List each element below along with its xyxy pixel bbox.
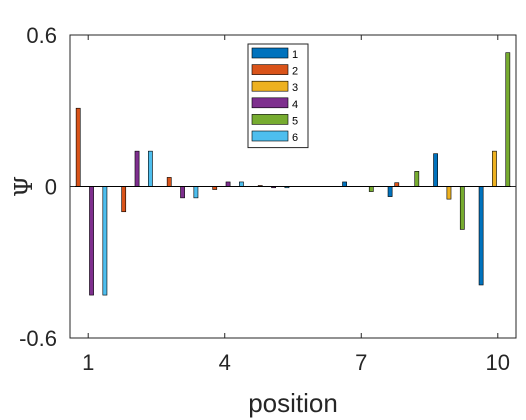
x-tick-label: 7 <box>355 350 367 375</box>
legend-label-2: 2 <box>292 66 298 78</box>
bar-series-6-pos-3 <box>193 186 199 199</box>
bar-series-4-pos-4 <box>225 181 231 187</box>
bar-series-1-pos-7 <box>342 181 347 187</box>
bar-series-1-pos-10 <box>478 186 484 286</box>
bar-series-3-pos-9 <box>446 186 452 200</box>
bar-series-1-pos-9 <box>433 153 438 187</box>
bar-series-4-pos-1 <box>89 186 94 296</box>
x-axis-label: position <box>248 388 338 418</box>
legend-swatch-3 <box>251 80 289 92</box>
legend-box <box>247 43 309 149</box>
legend-swatch-6 <box>251 130 289 142</box>
bar-series-2-pos-2 <box>121 186 127 213</box>
legend: 1 2 3 4 5 6 <box>247 43 309 149</box>
legend-swatch-2 <box>251 64 289 75</box>
bar-series-5-pos-7 <box>368 186 374 192</box>
x-tick-label: 4 <box>219 350 231 375</box>
y-tick-label: -0.6 <box>19 326 57 351</box>
y-tick-label: 0 <box>45 175 57 200</box>
bar-series-2-pos-1 <box>75 107 81 187</box>
x-tick-label: 1 <box>82 350 94 375</box>
legend-swatch-1 <box>251 47 289 59</box>
bar-series-2-pos-3 <box>166 177 172 187</box>
bars-group <box>75 52 511 296</box>
x-tick-label: 10 <box>486 350 510 375</box>
bar-series-5-pos-9 <box>459 186 465 230</box>
legend-label-4: 4 <box>292 99 298 111</box>
bar-series-6-pos-1 <box>102 186 108 296</box>
bar-series-6-pos-4 <box>239 181 244 187</box>
legend-swatch-5 <box>251 114 289 125</box>
bar-series-4-pos-3 <box>180 186 185 199</box>
ticks-group: 1 4 7 10 -0.6 0 0.6 <box>19 23 516 375</box>
y-axis-label: Ψ <box>10 176 38 197</box>
bar-series-6-pos-2 <box>148 150 153 187</box>
bar-series-1-pos-8 <box>387 186 393 197</box>
bar-series-5-pos-10 <box>505 52 511 187</box>
bar-series-5-pos-8 <box>414 171 420 187</box>
bar-series-4-pos-2 <box>134 150 140 187</box>
legend-swatch-4 <box>251 97 289 109</box>
legend-label-5: 5 <box>292 115 298 127</box>
legend-label-1: 1 <box>292 49 298 61</box>
legend-label-3: 3 <box>292 82 298 94</box>
bar-series-3-pos-10 <box>492 150 497 187</box>
bar-series-2-pos-8 <box>394 182 400 187</box>
legend-label-6: 6 <box>292 132 298 144</box>
y-tick-label: 0.6 <box>26 23 57 48</box>
